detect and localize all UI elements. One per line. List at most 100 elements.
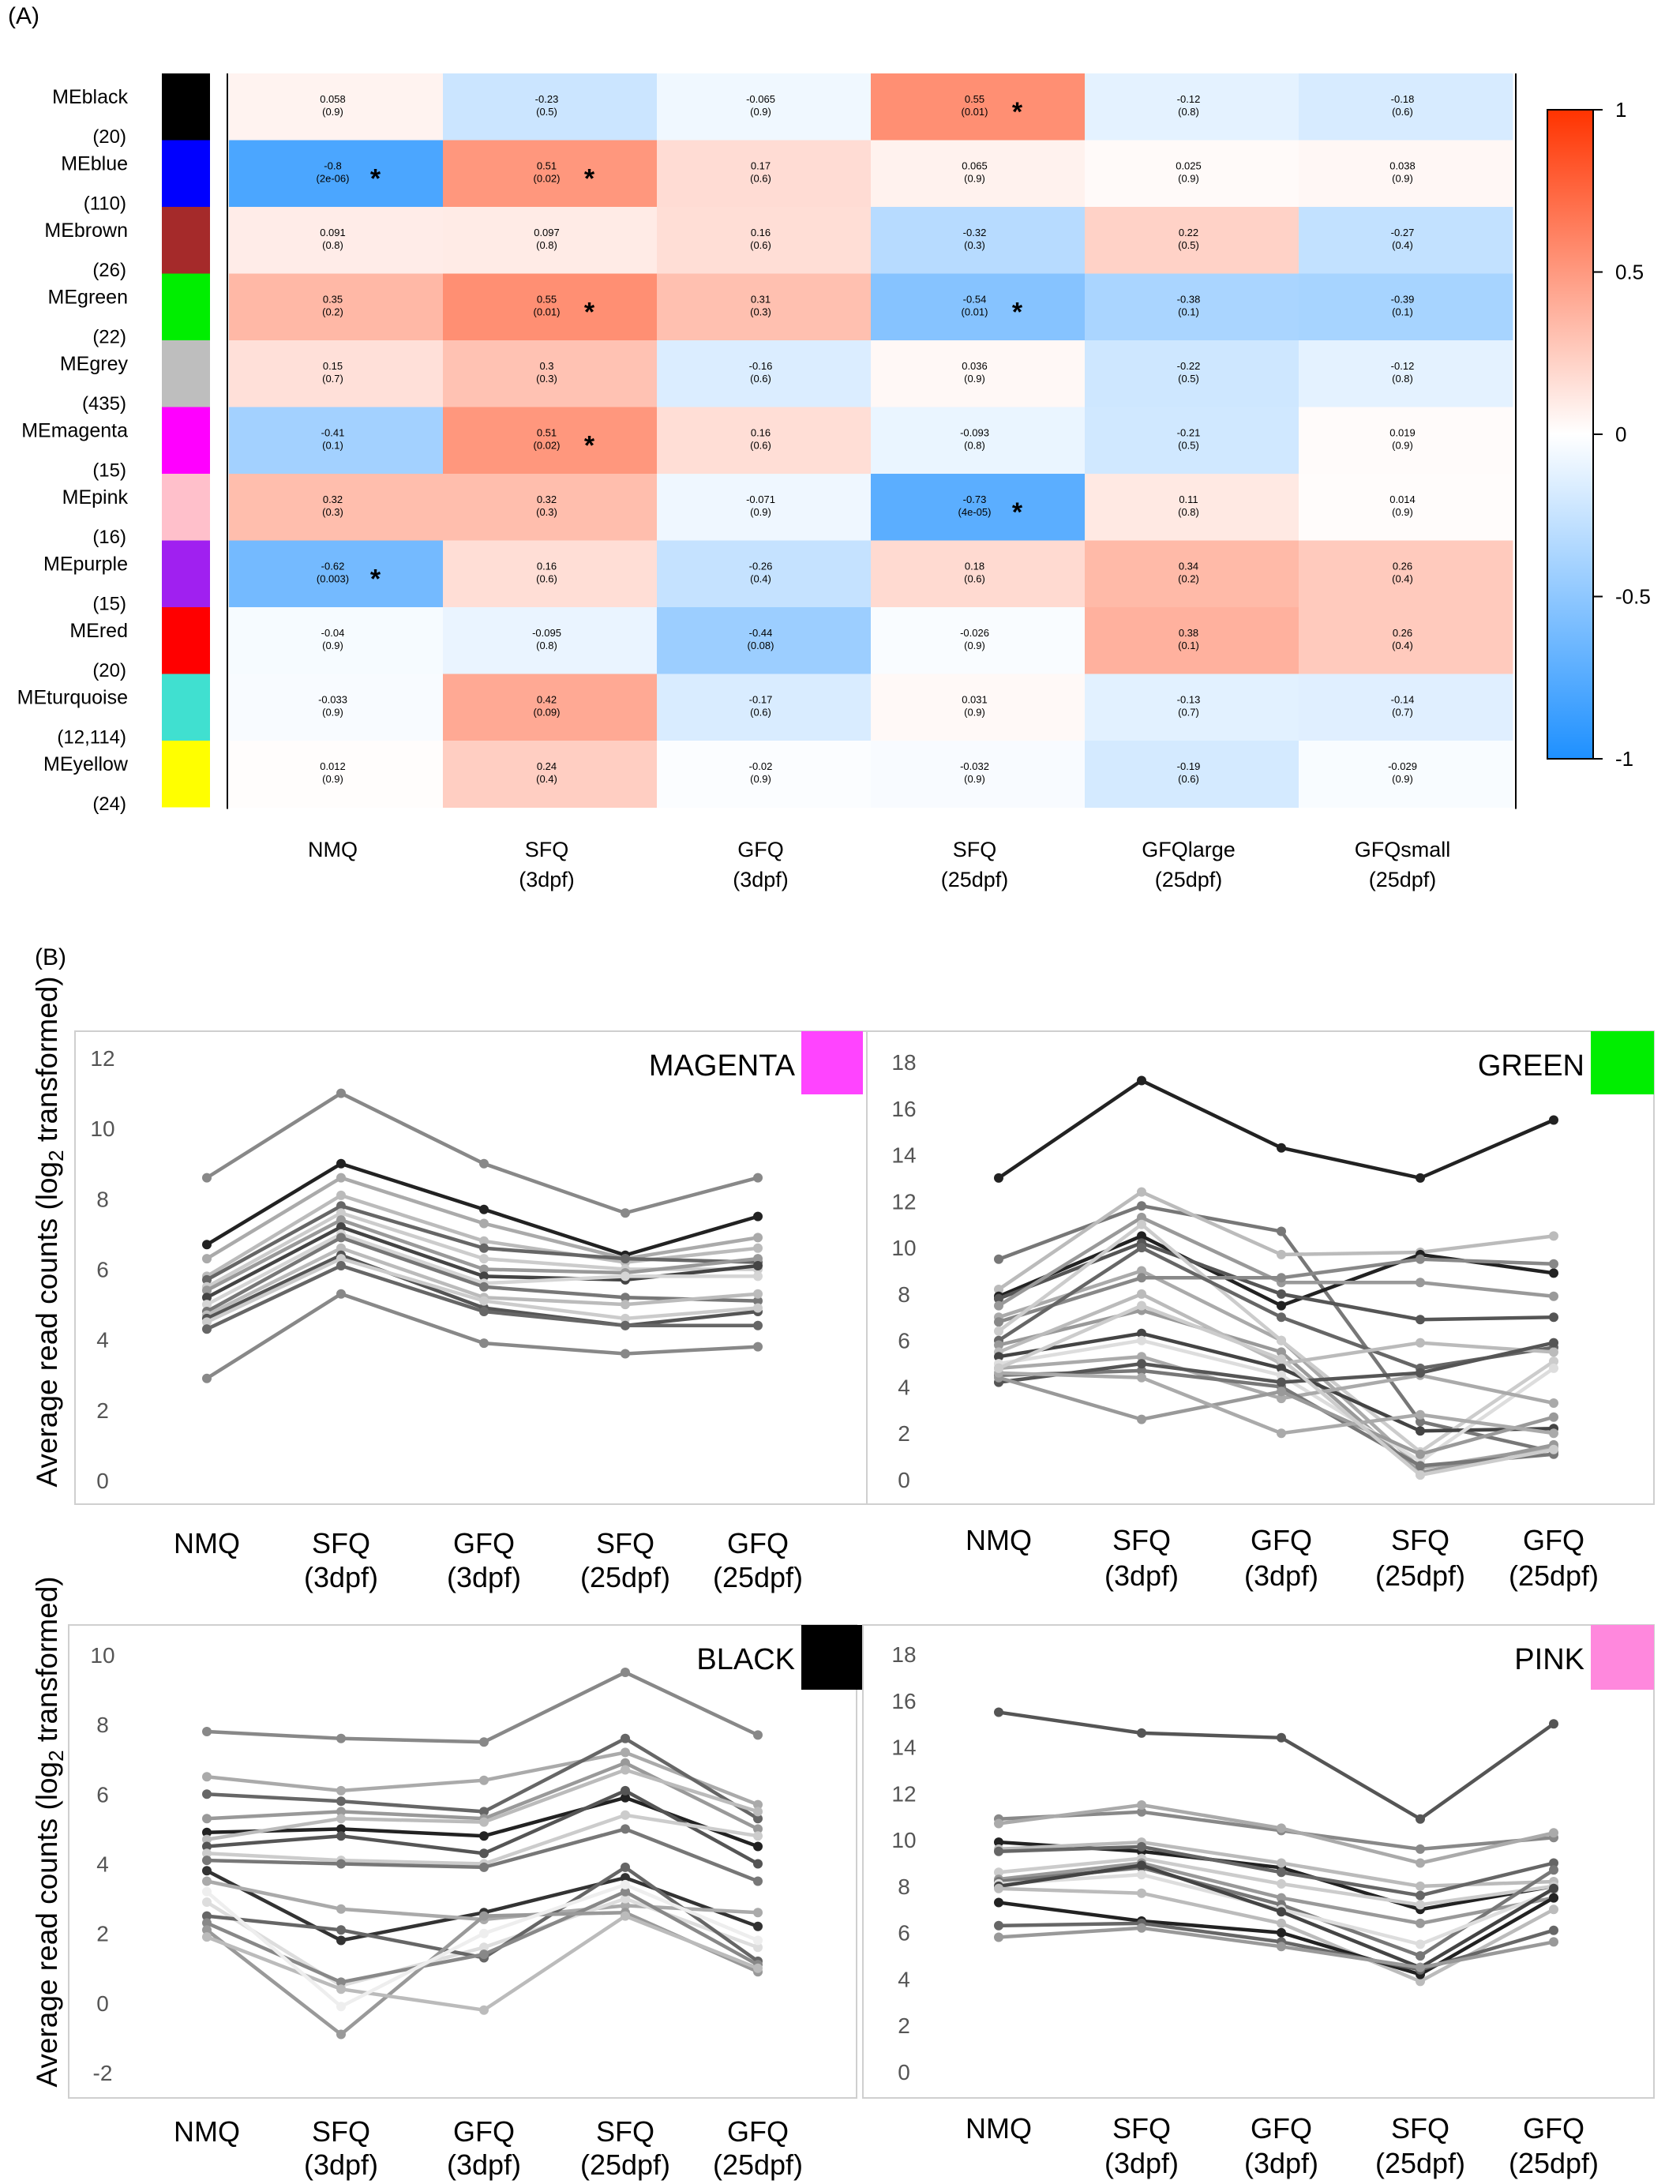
- cell-value: -0.39: [1391, 294, 1415, 306]
- data-point: [1277, 1312, 1286, 1323]
- data-point: [479, 1243, 489, 1253]
- data-point: [994, 1285, 1003, 1294]
- data-point: [753, 1289, 763, 1299]
- x-category-label: (3dpf): [447, 2148, 521, 2181]
- x-category-label: SFQ: [1112, 2112, 1171, 2145]
- data-point: [1277, 1273, 1286, 1283]
- data-point: [1137, 1219, 1146, 1229]
- heatmap-cell: [871, 607, 1086, 674]
- cell-pvalue: (0.4): [536, 773, 557, 785]
- cell-pvalue: (0.6): [1392, 106, 1413, 118]
- data-point: [1137, 1273, 1146, 1283]
- cell-pvalue: (0.01): [534, 306, 561, 318]
- heatmap-cell: [443, 540, 658, 608]
- y-tick-label: 4: [96, 1852, 109, 1877]
- data-point: [202, 1841, 212, 1852]
- heatmap-cell: [229, 340, 444, 407]
- data-point: [336, 1222, 346, 1232]
- series-line: [997, 1221, 1555, 1454]
- data-point: [1277, 1377, 1286, 1387]
- data-point: [994, 1818, 1003, 1829]
- data-point: [1416, 1918, 1425, 1928]
- data-point: [1137, 1231, 1146, 1241]
- cell-pvalue: (0.4): [1392, 640, 1413, 651]
- data-point: [1416, 1278, 1425, 1288]
- data-point: [1416, 1338, 1425, 1348]
- column-label: GFQlarge: [1142, 838, 1236, 861]
- data-point: [621, 1300, 630, 1310]
- heatmap-cell: [1085, 273, 1299, 341]
- data-point: [994, 1932, 1003, 1942]
- cell-pvalue: (0.1): [1178, 306, 1199, 318]
- data-point: [336, 1201, 346, 1211]
- data-point: [479, 1271, 489, 1282]
- heatmap-cell: [657, 741, 872, 808]
- data-point: [479, 1282, 489, 1292]
- data-point: [621, 1873, 630, 1883]
- row-count-MEyellow: (24): [92, 794, 126, 815]
- x-category-label: GFQ: [1523, 2112, 1584, 2145]
- heatmap-cell: [1085, 607, 1299, 674]
- significance-star: *: [370, 164, 381, 194]
- cell-pvalue: (0.9): [1392, 506, 1413, 518]
- data-point: [479, 1236, 489, 1246]
- data-point: [202, 1827, 212, 1837]
- cell-pvalue: (0.9): [322, 640, 343, 651]
- cell-value: -0.12: [1391, 360, 1415, 372]
- cell-value: -0.071: [746, 493, 775, 505]
- data-point: [1549, 1268, 1558, 1278]
- y-tick-label: 6: [898, 1329, 910, 1353]
- heatmap-cell: [443, 73, 658, 141]
- chart-title-magenta: MAGENTA: [649, 1049, 796, 1083]
- data-point: [1277, 1823, 1286, 1833]
- data-point: [202, 1866, 212, 1876]
- data-point: [479, 1338, 489, 1349]
- column-label: SFQ: [525, 838, 569, 861]
- data-point: [202, 1925, 212, 1935]
- cell-pvalue: (0.6): [750, 373, 771, 385]
- cell-pvalue: (0.8): [536, 640, 557, 651]
- cell-value: -0.029: [1388, 760, 1417, 772]
- data-point: [336, 1254, 346, 1264]
- y-tick-label: 10: [90, 1116, 114, 1141]
- data-point: [621, 1824, 630, 1834]
- row-label-MEred: MEred: [69, 620, 128, 642]
- data-point: [753, 1876, 763, 1886]
- x-category-label: SFQ: [1391, 1524, 1449, 1556]
- cell-value: 0.55: [965, 93, 984, 105]
- heatmap-cell: [1085, 207, 1299, 274]
- data-point: [621, 1313, 630, 1323]
- heatmap-cell: [657, 540, 872, 608]
- cell-pvalue: (0.6): [964, 573, 985, 585]
- cell-pvalue: (0.9): [750, 106, 771, 118]
- cell-value: 0.097: [534, 227, 560, 238]
- heatmap-cell: [443, 407, 658, 475]
- data-point: [1549, 1858, 1558, 1868]
- y-tick-label: 16: [891, 1689, 916, 1713]
- cell-pvalue: (0.1): [1178, 640, 1199, 651]
- data-point: [202, 1285, 212, 1296]
- data-point: [479, 1928, 489, 1938]
- data-point: [479, 1296, 489, 1306]
- heatmap-cell: [657, 474, 872, 541]
- cell-pvalue: (0.2): [1178, 573, 1199, 585]
- cell-value: -0.19: [1177, 760, 1201, 772]
- cell-value: 0.35: [323, 294, 343, 306]
- series-line: [998, 1304, 1554, 1477]
- cell-value: -0.44: [749, 627, 773, 639]
- x-category-label: (3dpf): [1104, 1559, 1179, 1592]
- cell-value: -0.13: [1177, 694, 1201, 706]
- data-point: [1549, 1347, 1558, 1357]
- y-tick-label: 6: [898, 1921, 910, 1946]
- data-point: [336, 1289, 346, 1299]
- cell-value: 0.24: [537, 760, 557, 772]
- cell-pvalue: (0.9): [1392, 440, 1413, 452]
- cell-pvalue: (0.4): [1392, 573, 1413, 585]
- data-point: [1549, 1338, 1558, 1348]
- cell-value: 0.019: [1389, 427, 1416, 439]
- data-point: [1277, 1335, 1286, 1345]
- cell-pvalue: (0.9): [322, 773, 343, 785]
- data-point: [479, 1218, 489, 1229]
- cell-value: 0.26: [1393, 561, 1412, 572]
- y-tick-label: 18: [891, 1050, 916, 1075]
